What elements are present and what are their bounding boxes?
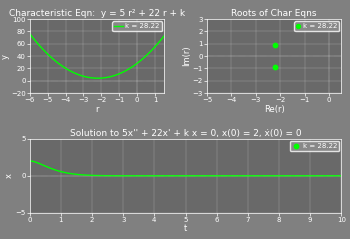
- Legend: k = 28.22: k = 28.22: [112, 21, 162, 31]
- X-axis label: Re(r): Re(r): [264, 105, 285, 114]
- X-axis label: r: r: [95, 105, 99, 114]
- Point: [273, 65, 278, 69]
- Title: Solution to 5x'' + 22x' + k x = 0, x(0) = 2, ẋ(0) = 0: Solution to 5x'' + 22x' + k x = 0, x(0) …: [70, 129, 301, 138]
- Y-axis label: x: x: [5, 173, 14, 178]
- Legend: k = 28.22: k = 28.22: [289, 141, 339, 151]
- X-axis label: t: t: [184, 224, 187, 233]
- Point: [273, 43, 278, 47]
- Y-axis label: Im(r): Im(r): [182, 46, 191, 66]
- Legend: k = 28.22: k = 28.22: [294, 21, 339, 31]
- Title: Roots of Char Eqns: Roots of Char Eqns: [231, 9, 317, 18]
- Y-axis label: y: y: [0, 54, 9, 59]
- Title: Characteristic Eqn:  y = 5 r² + 22 r + k: Characteristic Eqn: y = 5 r² + 22 r + k: [9, 9, 185, 18]
